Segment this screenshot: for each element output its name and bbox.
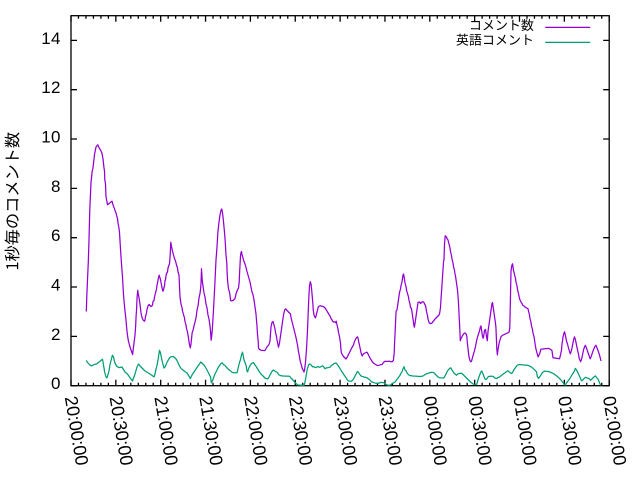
- svg-text:12: 12: [41, 78, 60, 97]
- svg-text:6: 6: [51, 226, 60, 245]
- svg-text:2: 2: [51, 325, 60, 344]
- svg-text:4: 4: [51, 275, 60, 294]
- svg-text:10: 10: [41, 127, 60, 146]
- svg-text:8: 8: [51, 177, 60, 196]
- svg-text:0: 0: [51, 374, 60, 393]
- svg-text:14: 14: [41, 29, 60, 48]
